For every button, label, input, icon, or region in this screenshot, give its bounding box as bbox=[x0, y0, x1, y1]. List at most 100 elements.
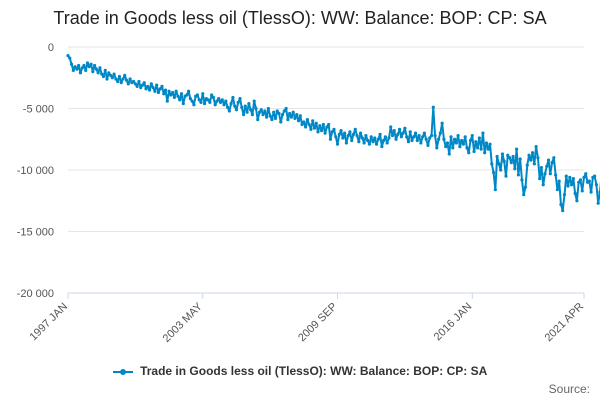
data-point[interactable] bbox=[181, 101, 185, 106]
data-point[interactable] bbox=[357, 140, 361, 144]
data-point[interactable] bbox=[252, 99, 256, 103]
data-point[interactable] bbox=[215, 99, 219, 103]
data-point[interactable] bbox=[147, 88, 152, 92]
data-point[interactable] bbox=[241, 113, 246, 117]
data-point[interactable] bbox=[346, 133, 350, 138]
data-point[interactable] bbox=[509, 161, 513, 165]
data-point[interactable] bbox=[429, 133, 434, 138]
data-point[interactable] bbox=[532, 162, 536, 166]
data-point[interactable] bbox=[210, 93, 214, 97]
data-point[interactable] bbox=[94, 67, 98, 71]
data-point[interactable] bbox=[577, 180, 581, 184]
data-point[interactable] bbox=[594, 183, 599, 187]
data-point[interactable] bbox=[369, 135, 373, 139]
data-point[interactable] bbox=[413, 131, 418, 135]
data-point[interactable] bbox=[401, 131, 405, 135]
data-point[interactable] bbox=[231, 95, 235, 100]
data-point[interactable] bbox=[305, 117, 309, 122]
data-point[interactable] bbox=[444, 145, 448, 149]
data-point[interactable] bbox=[158, 87, 162, 91]
data-point[interactable] bbox=[311, 119, 315, 123]
data-point[interactable] bbox=[296, 119, 301, 123]
data-point[interactable] bbox=[406, 140, 411, 144]
data-point[interactable] bbox=[275, 109, 279, 113]
data-point[interactable] bbox=[245, 110, 249, 114]
data-point[interactable] bbox=[470, 133, 474, 138]
data-point[interactable] bbox=[415, 138, 419, 143]
data-point[interactable] bbox=[261, 113, 265, 117]
data-point[interactable] bbox=[447, 152, 451, 156]
data-point[interactable] bbox=[334, 135, 338, 139]
data-point[interactable] bbox=[321, 122, 325, 127]
data-point[interactable] bbox=[539, 165, 544, 170]
data-point[interactable] bbox=[529, 158, 533, 162]
data-point[interactable] bbox=[89, 62, 93, 66]
data-point[interactable] bbox=[506, 153, 510, 157]
data-point[interactable] bbox=[575, 199, 579, 203]
data-point[interactable] bbox=[399, 135, 403, 139]
data-point[interactable] bbox=[477, 136, 481, 140]
data-point[interactable] bbox=[387, 136, 391, 140]
data-point[interactable] bbox=[243, 104, 247, 108]
data-point[interactable] bbox=[424, 137, 428, 141]
data-point[interactable] bbox=[309, 127, 313, 132]
data-point[interactable] bbox=[383, 135, 387, 139]
data-point[interactable] bbox=[250, 113, 255, 117]
source-credit[interactable]: Source: bbox=[548, 382, 590, 396]
data-point[interactable] bbox=[107, 71, 111, 75]
data-point[interactable] bbox=[142, 81, 146, 85]
data-point[interactable] bbox=[358, 131, 363, 135]
data-point[interactable] bbox=[493, 188, 497, 192]
data-point[interactable] bbox=[280, 113, 285, 117]
data-point[interactable] bbox=[412, 135, 416, 139]
data-point[interactable] bbox=[451, 146, 455, 150]
data-point[interactable] bbox=[552, 156, 556, 160]
data-point[interactable] bbox=[362, 141, 366, 145]
data-point[interactable] bbox=[518, 157, 522, 161]
data-point[interactable] bbox=[160, 84, 164, 88]
data-point[interactable] bbox=[566, 184, 570, 188]
data-point[interactable] bbox=[392, 129, 396, 133]
data-point[interactable] bbox=[155, 83, 159, 87]
data-point[interactable] bbox=[555, 188, 560, 192]
data-point[interactable] bbox=[171, 90, 175, 95]
data-point[interactable] bbox=[596, 201, 600, 205]
data-point[interactable] bbox=[119, 81, 123, 85]
data-point[interactable] bbox=[490, 162, 494, 166]
data-point[interactable] bbox=[554, 173, 558, 177]
data-point[interactable] bbox=[573, 191, 577, 195]
data-point[interactable] bbox=[179, 92, 184, 96]
data-point[interactable] bbox=[110, 76, 114, 80]
data-point[interactable] bbox=[465, 146, 469, 150]
data-point[interactable] bbox=[224, 99, 228, 103]
data-point[interactable] bbox=[419, 141, 423, 145]
data-point[interactable] bbox=[534, 145, 538, 149]
data-point[interactable] bbox=[96, 71, 100, 75]
data-point[interactable] bbox=[289, 115, 294, 119]
data-point[interactable] bbox=[484, 141, 489, 145]
data-point[interactable] bbox=[101, 74, 106, 79]
data-point[interactable] bbox=[77, 63, 81, 68]
data-point[interactable] bbox=[319, 129, 324, 133]
data-point[interactable] bbox=[353, 127, 357, 132]
data-point[interactable] bbox=[380, 145, 384, 149]
data-point[interactable] bbox=[481, 131, 485, 135]
data-point[interactable] bbox=[438, 131, 442, 135]
data-point[interactable] bbox=[314, 121, 318, 125]
data-point[interactable] bbox=[71, 68, 75, 72]
data-point[interactable] bbox=[522, 193, 526, 197]
data-point[interactable] bbox=[479, 147, 483, 151]
data-point[interactable] bbox=[495, 154, 499, 159]
data-point[interactable] bbox=[433, 133, 437, 138]
data-point[interactable] bbox=[140, 83, 145, 87]
data-point[interactable] bbox=[584, 172, 588, 176]
series-plot[interactable] bbox=[66, 54, 600, 254]
data-point[interactable] bbox=[304, 125, 308, 129]
data-point[interactable] bbox=[190, 99, 194, 103]
data-point[interactable] bbox=[541, 183, 545, 187]
data-point[interactable] bbox=[515, 147, 519, 151]
data-point[interactable] bbox=[343, 131, 347, 135]
data-point[interactable] bbox=[374, 142, 379, 146]
data-point[interactable] bbox=[550, 161, 554, 165]
data-point[interactable] bbox=[564, 174, 568, 178]
